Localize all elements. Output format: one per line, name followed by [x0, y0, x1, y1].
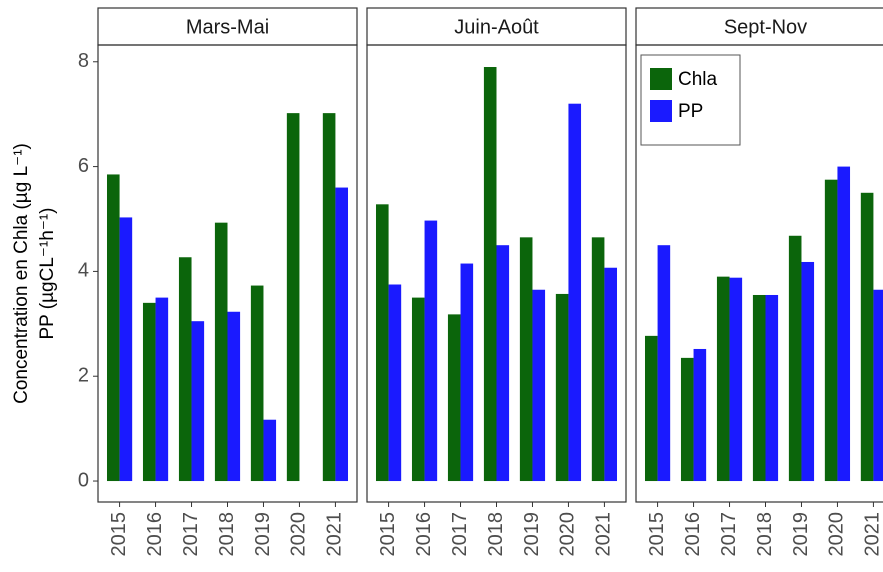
x-tick-label: 2016 — [413, 512, 435, 557]
bar — [263, 419, 277, 482]
y-tick-label: 2 — [78, 365, 89, 387]
bar — [657, 245, 671, 482]
bar — [801, 261, 815, 482]
bar — [752, 294, 766, 482]
y-tick-label: 4 — [78, 260, 89, 282]
bar — [447, 314, 461, 482]
x-tick-label: 2021 — [324, 512, 346, 557]
bar — [604, 267, 618, 482]
x-tick-label: 2019 — [521, 512, 543, 557]
facet-strip — [635, 7, 883, 46]
bar — [155, 297, 169, 482]
x-tick-label: 2017 — [718, 512, 740, 557]
bar — [335, 187, 349, 482]
bar — [142, 302, 156, 482]
x-tick-label: 2017 — [449, 512, 471, 557]
bar — [591, 237, 605, 482]
bar — [824, 179, 838, 482]
legend-label: PP — [678, 101, 703, 122]
facet-title: Juin-Août — [454, 16, 539, 38]
bar — [788, 235, 802, 482]
y-axis-label: PP (µgCL⁻¹h⁻¹) — [37, 207, 58, 339]
bar — [716, 276, 730, 482]
bar — [496, 245, 510, 482]
x-tick-label: 2020 — [826, 512, 848, 557]
x-tick-label: 2018 — [485, 512, 507, 557]
bar — [837, 166, 851, 482]
bar — [388, 284, 402, 482]
bar — [873, 289, 883, 482]
bar — [286, 113, 300, 482]
bar — [693, 348, 707, 482]
x-tick-label: 2020 — [288, 512, 310, 557]
bar — [411, 297, 425, 482]
bar — [322, 113, 336, 482]
bar — [765, 294, 779, 482]
x-tick-label: 2021 — [862, 512, 883, 557]
legend-swatch — [650, 68, 672, 90]
bar — [119, 217, 133, 482]
x-tick-label: 2016 — [144, 512, 166, 557]
x-tick-label: 2019 — [790, 512, 812, 557]
bar — [375, 204, 389, 482]
bar — [250, 285, 264, 482]
bar — [568, 103, 582, 482]
bar — [860, 192, 874, 482]
bar — [227, 311, 241, 482]
bar — [532, 289, 546, 482]
y-tick-label: 0 — [78, 469, 89, 491]
bar — [460, 263, 474, 482]
x-tick-label: 2020 — [557, 512, 579, 557]
facet-strip — [97, 7, 358, 46]
bar — [644, 335, 658, 482]
legend-label: Chla — [678, 69, 718, 90]
bar — [729, 277, 743, 482]
y-tick-label: 6 — [78, 155, 89, 177]
bar — [191, 321, 205, 482]
bar — [106, 174, 120, 482]
x-tick-label: 2021 — [593, 512, 615, 557]
x-tick-label: 2016 — [682, 512, 704, 557]
x-tick-label: 2015 — [108, 512, 130, 557]
x-tick-label: 2015 — [646, 512, 668, 557]
x-tick-label: 2018 — [216, 512, 238, 557]
x-tick-label: 2017 — [180, 512, 202, 557]
x-tick-label: 2018 — [754, 512, 776, 557]
bar — [680, 357, 694, 482]
y-axis-label: Concentration en Chla (µg L⁻¹) — [11, 143, 32, 404]
facet-title: Mars-Mai — [186, 16, 269, 38]
bar — [555, 293, 569, 482]
x-tick-label: 2019 — [252, 512, 274, 557]
y-tick-label: 8 — [78, 50, 89, 72]
bar — [178, 257, 192, 482]
bar — [214, 222, 228, 482]
legend-swatch — [650, 100, 672, 122]
bar — [519, 237, 533, 482]
bar — [424, 220, 438, 482]
bar — [483, 67, 497, 482]
x-tick-label: 2015 — [377, 512, 399, 557]
facet-title: Sept-Nov — [724, 16, 807, 38]
